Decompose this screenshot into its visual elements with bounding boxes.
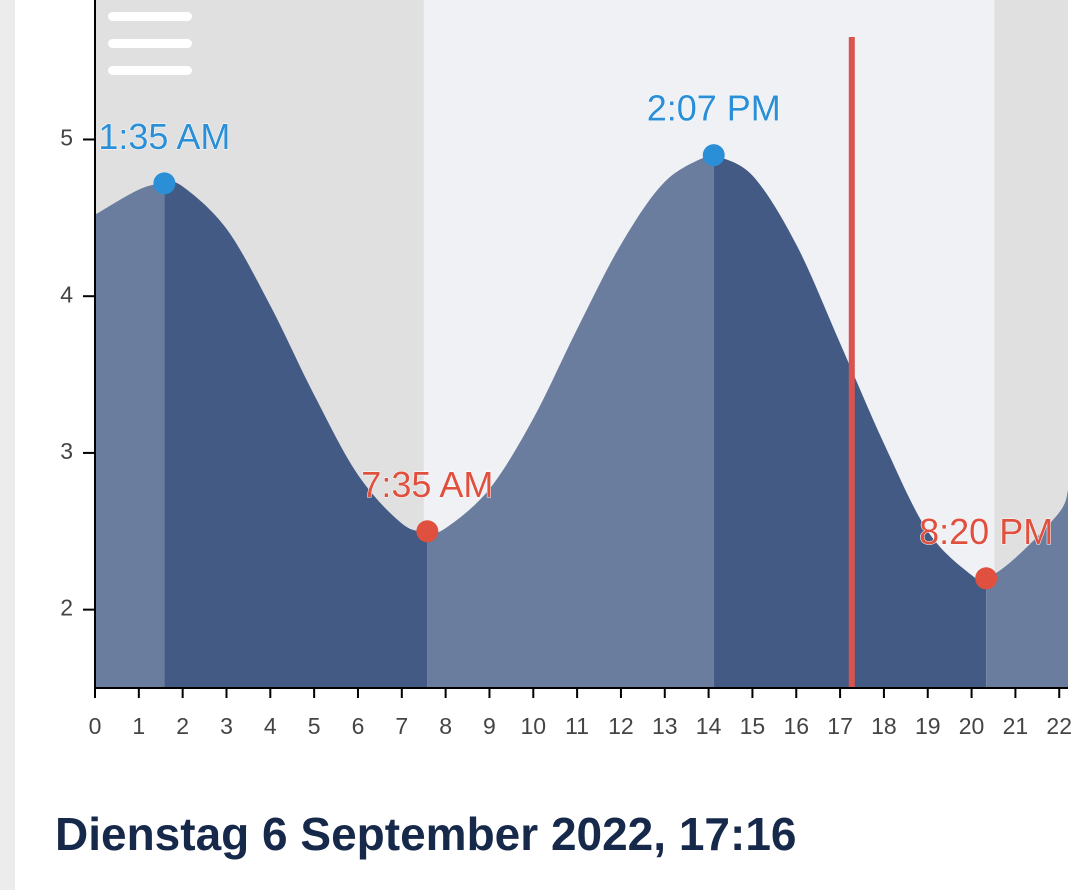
tide-area: [986, 490, 1068, 688]
plot: 0 1 2 3 4 5 6 7 8 9 10 11 12 13 14 15 16 17 18 19 20 21 222345…: [60, 0, 1072, 739]
menu-button[interactable]: [108, 12, 192, 75]
x-tick-label: 4: [264, 713, 277, 739]
x-tick-label: 14: [696, 713, 722, 739]
x-tick-label: 3: [220, 713, 233, 739]
menu-bar: [108, 66, 192, 75]
x-tick-label: 20: [959, 713, 985, 739]
x-tick-label: 15: [740, 713, 766, 739]
menu-bar: [108, 39, 192, 48]
tide-area: [95, 183, 165, 688]
y-tick-label: 2: [60, 595, 73, 621]
x-tick-label: 0: [89, 713, 102, 739]
x-tick-label: 11: [565, 713, 589, 739]
x-tick-label: 19: [915, 713, 941, 739]
extreme-label: 8:20 PM: [919, 511, 1053, 552]
menu-bar: [108, 12, 192, 21]
x-tick-label: 18: [871, 713, 897, 739]
y-tick-label: 4: [60, 281, 73, 307]
x-tick-label: 6: [352, 713, 365, 739]
x-tick-label: 9: [483, 713, 496, 739]
extreme-label: 1:35 AM: [98, 116, 230, 157]
x-tick-label: 17: [827, 713, 853, 739]
x-tick-label: 7: [395, 713, 408, 739]
x-tick-label: 22: [1046, 713, 1072, 739]
extreme-dot: [153, 172, 176, 195]
y-tick-label: 5: [60, 125, 73, 151]
x-tick-label: 5: [308, 713, 321, 739]
x-tick-label: 21: [1003, 713, 1029, 739]
x-tick-label: 10: [520, 713, 546, 739]
tide-area: [164, 181, 428, 688]
extreme-dot: [975, 567, 998, 590]
x-tick-label: 1: [132, 713, 145, 739]
x-tick-label: 2: [176, 713, 189, 739]
x-tick-label: 8: [439, 713, 452, 739]
extreme-dot: [702, 144, 725, 167]
extreme-label: 7:35 AM: [361, 464, 493, 505]
extreme-dot: [416, 520, 439, 543]
date-line: Dienstag 6 September 2022, 17:16: [55, 808, 796, 860]
extreme-label: 2:07 PM: [647, 88, 781, 129]
x-tick-label: 12: [608, 713, 634, 739]
x-tick-label: 16: [783, 713, 809, 739]
side-strip: [0, 0, 15, 890]
tide-area: [427, 152, 714, 688]
y-tick-label: 3: [60, 438, 73, 464]
x-tick-label: 13: [652, 713, 678, 739]
